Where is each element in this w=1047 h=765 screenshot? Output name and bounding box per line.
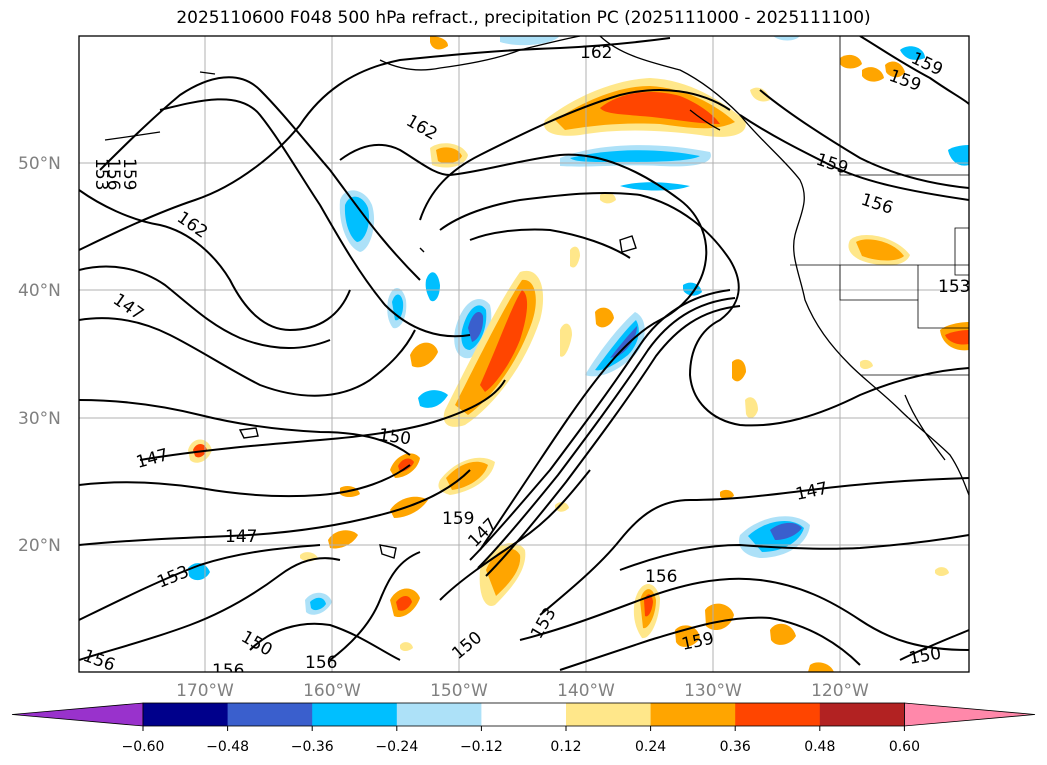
contour-label: 153 [938, 277, 970, 297]
contour-label: 156 [103, 158, 123, 190]
contour-label: 159 [119, 158, 139, 190]
lat-label-20n: 20°N [18, 536, 61, 556]
lon-label-120w: 120°W [811, 681, 869, 701]
colorbar-cell [819, 703, 905, 726]
lon-label-150w: 150°W [430, 681, 488, 701]
map-area: 162 162 162 159 159 159 159 156 156 156 … [79, 36, 970, 681]
colorbar-tick-label: −0.60 [122, 739, 165, 755]
colorbar-tick-label: −0.48 [206, 739, 249, 755]
precipitation-shading [188, 36, 969, 672]
colorbar-tick-label: −0.12 [460, 739, 503, 755]
lat-label-40n: 40°N [18, 281, 61, 301]
colorbar-cell [396, 703, 482, 726]
colorbar-tick-label: −0.24 [375, 739, 418, 755]
colorbar: −0.60 −0.48 −0.36 −0.24 −0.12 0.12 0.24 0.36 0.4… [11, 702, 1036, 755]
graticule [79, 36, 969, 672]
colorbar-cell [143, 703, 229, 726]
colorbar-cell [481, 703, 567, 726]
colorbar-cell [735, 703, 821, 726]
contour-label: 147 [225, 527, 257, 547]
contour-label: 150 [377, 425, 412, 449]
colorbar-cell [227, 703, 313, 726]
colorbar-tick-label: 0.36 [720, 739, 751, 755]
lon-label-160w: 160°W [303, 681, 361, 701]
contour-label-159-south: 159 [442, 509, 474, 529]
contour-label: 153 [91, 158, 111, 190]
islands [238, 235, 637, 559]
longitude-labels: 170°W 160°W 150°W 140°W 130°W 120°W [176, 681, 869, 701]
lat-label-50n: 50°N [18, 154, 61, 174]
coastline [104, 36, 969, 496]
map-title: 2025110600 F048 500 hPa refract., precip… [176, 8, 871, 28]
lon-label-130w: 130°W [684, 681, 742, 701]
colorbar-tick-label: 0.48 [804, 739, 835, 755]
colorbar-cell [312, 703, 398, 726]
map-frame [78, 35, 970, 673]
contour-label: 156 [305, 653, 337, 673]
contour-label: 162 [580, 43, 612, 63]
lon-label-170w: 170°W [176, 681, 234, 701]
colorbar-cell [566, 703, 652, 726]
colorbar-frame [142, 702, 905, 727]
contour-label-156-south: 156 [212, 661, 244, 681]
political-borders [790, 36, 969, 376]
colorbar-extend-high [904, 702, 1036, 727]
refractivity-contours [79, 36, 969, 671]
latitude-labels: 50°N 40°N 30°N 20°N [18, 154, 61, 556]
lon-label-140w: 140°W [557, 681, 615, 701]
contour-label: 156 [645, 567, 677, 587]
colorbar-tick-label: −0.36 [291, 739, 334, 755]
colorbar-tick-label: 0.12 [550, 739, 581, 755]
colorbar-tick-label: 0.60 [889, 739, 920, 755]
lat-label-30n: 30°N [18, 409, 61, 429]
colorbar-extend-low [11, 702, 144, 727]
colorbar-cell [650, 703, 736, 726]
colorbar-tick-label: 0.24 [635, 739, 666, 755]
